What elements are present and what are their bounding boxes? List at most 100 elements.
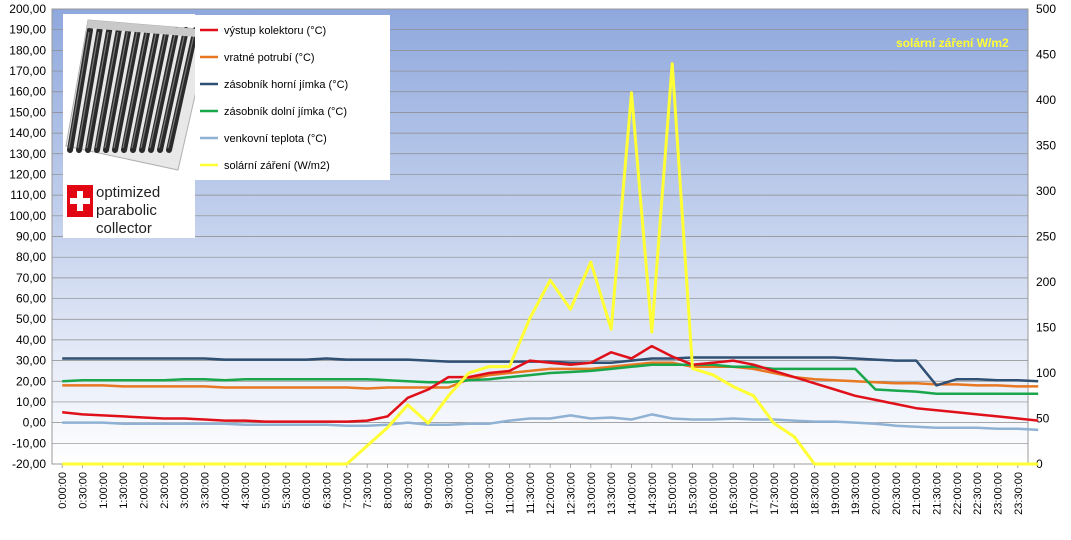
x-tick-label: 21:30:00	[932, 472, 944, 515]
x-tick-label: 11:00:00	[505, 472, 517, 514]
x-tick-label: 4:30:00	[240, 472, 252, 509]
x-tick-label: 3:00:00	[179, 472, 191, 509]
y-left-tick-label: 20,00	[16, 374, 46, 388]
x-tick-label: 3:30:00	[200, 472, 212, 509]
x-tick-label: 19:30:00	[850, 472, 862, 515]
x-tick-label: 6:00:00	[301, 472, 313, 509]
y-left-tick-label: 200,00	[9, 2, 46, 16]
collector-tube	[85, 27, 113, 153]
logo-line-2: parabolic	[96, 202, 157, 219]
collector-tube	[148, 27, 180, 153]
x-tick-label: 22:00:00	[952, 472, 964, 515]
x-tick-label: 10:00:00	[464, 472, 476, 515]
x-tick-label: 7:00:00	[342, 472, 354, 509]
collector-tube	[130, 27, 161, 153]
collector-tube	[94, 27, 122, 153]
y-left-tick-label: 80,00	[16, 250, 46, 264]
x-tick-label: 23:30:00	[1013, 472, 1025, 515]
y-right-tick-label: 200	[1036, 275, 1056, 289]
collector-tube-highlight	[95, 31, 119, 149]
x-tick-label: 15:00:00	[667, 472, 679, 515]
collector-tube-highlight	[113, 31, 138, 149]
legend-label: zásobník horní jímka (°C)	[224, 79, 348, 91]
y-left-tick-label: 0,00	[23, 416, 47, 430]
y-left-tick-label: 190,00	[9, 23, 46, 37]
legend: výstup kolektoru (°C) vratné potrubí (°C)…	[195, 15, 390, 180]
y-right-tick-label: 0	[1036, 457, 1043, 471]
collector-tubes	[67, 27, 199, 153]
y-left-tick-label: 90,00	[16, 230, 46, 244]
plot-border	[51, 8, 1029, 465]
y-right-tick-label: 50	[1036, 412, 1050, 426]
x-tick-label: 18:30:00	[810, 472, 822, 515]
collector-tube	[67, 27, 93, 153]
x-tick-label: 21:00:00	[911, 472, 923, 515]
x-tick-label: 1:00:00	[98, 472, 110, 509]
x-tick-label: 7:30:00	[362, 472, 374, 509]
x-tick-label: 8:30:00	[403, 472, 415, 509]
x-tick-label: 12:30:00	[566, 472, 578, 515]
x-tick-label: 8:00:00	[383, 472, 395, 509]
x-tick-label: 17:30:00	[769, 472, 781, 515]
legend-label: venkovní teplota (°C)	[224, 133, 327, 145]
y-left-tick-label: 70,00	[16, 271, 46, 285]
y-left-tick-label: 130,00	[9, 147, 46, 161]
y-right-tick-label: 250	[1036, 230, 1056, 244]
legend-label: vratné potrubí (°C)	[224, 52, 315, 64]
collector-tube-highlight	[167, 31, 196, 149]
legend-box	[195, 15, 390, 180]
y-left-tick-label: -10,00	[12, 436, 46, 450]
y-left-tick-label: 110,00	[10, 188, 46, 202]
y-right-tick-label: 500	[1036, 2, 1056, 16]
y-left-tick-label: 150,00	[9, 105, 46, 119]
y-left-tick-label: 170,00	[9, 64, 46, 78]
x-tick-label: 23:00:00	[993, 472, 1005, 515]
x-tick-label: 5:00:00	[261, 472, 273, 509]
y-right-tick-label: 350	[1036, 139, 1056, 153]
x-tick-label: 18:00:00	[789, 472, 801, 515]
collector-tube-highlight	[86, 31, 109, 149]
x-tick-label: 19:00:00	[830, 472, 842, 515]
collector-tube-highlight	[68, 31, 90, 149]
collector-tube-highlight	[149, 31, 176, 149]
series-line-5	[62, 62, 1039, 466]
y-left-tick-label: 120,00	[9, 167, 46, 181]
x-tick-label: 14:30:00	[647, 472, 659, 515]
x-tick-label: 4:00:00	[220, 472, 232, 509]
x-tick-label: 6:30:00	[322, 472, 334, 509]
x-tick-label: 16:30:00	[728, 472, 740, 515]
x-tick-label: 9:30:00	[444, 472, 456, 509]
collector-tube-highlight	[140, 31, 167, 149]
collector-tube	[157, 27, 189, 153]
series-line-4	[62, 413, 1039, 432]
collector-tube-highlight	[122, 31, 148, 149]
series-line-0	[62, 344, 1039, 423]
x-tick-label: 20:30:00	[891, 472, 903, 515]
y-left-tick-label: 10,00	[16, 395, 46, 409]
y-left-tick-label: 60,00	[16, 292, 46, 306]
x-tick-label: 11:30:00	[525, 472, 537, 514]
y-axis-right: 0 50 100 150 200 250 300 350 400 450 500	[1036, 2, 1056, 471]
collector-tube	[121, 27, 151, 153]
x-tick-label: 5:30:00	[281, 472, 293, 509]
collector-tube	[139, 27, 170, 153]
collector-logo: optimized parabolic collector	[63, 14, 211, 238]
series-group	[62, 62, 1039, 466]
y-left-tick-label: 180,00	[9, 43, 46, 57]
x-tick-label: 14:00:00	[627, 472, 639, 515]
x-tick-label: 1:30:00	[118, 472, 130, 509]
y-left-tick-label: 50,00	[16, 312, 46, 326]
y-left-tick-label: -20,00	[12, 457, 46, 471]
y-right-tick-label: 300	[1036, 184, 1056, 198]
legend-label: zásobník dolní jímka (°C)	[224, 106, 347, 118]
x-tick-label: 0:00:00	[57, 472, 69, 509]
y-right-tick-label: 400	[1036, 93, 1056, 107]
x-tick-label: 2:30:00	[159, 472, 171, 509]
x-axis: 0:00:00 0:30:00 1:00:00 1:30:00 2:00:00 2:30:…	[57, 464, 1025, 515]
y-left-tick-label: 40,00	[16, 333, 46, 347]
series-line-1	[62, 361, 1039, 390]
x-tick-label: 13:00:00	[586, 472, 598, 515]
logo-line-3: collector	[96, 220, 152, 237]
y-right-tick-label: 450	[1036, 48, 1056, 62]
